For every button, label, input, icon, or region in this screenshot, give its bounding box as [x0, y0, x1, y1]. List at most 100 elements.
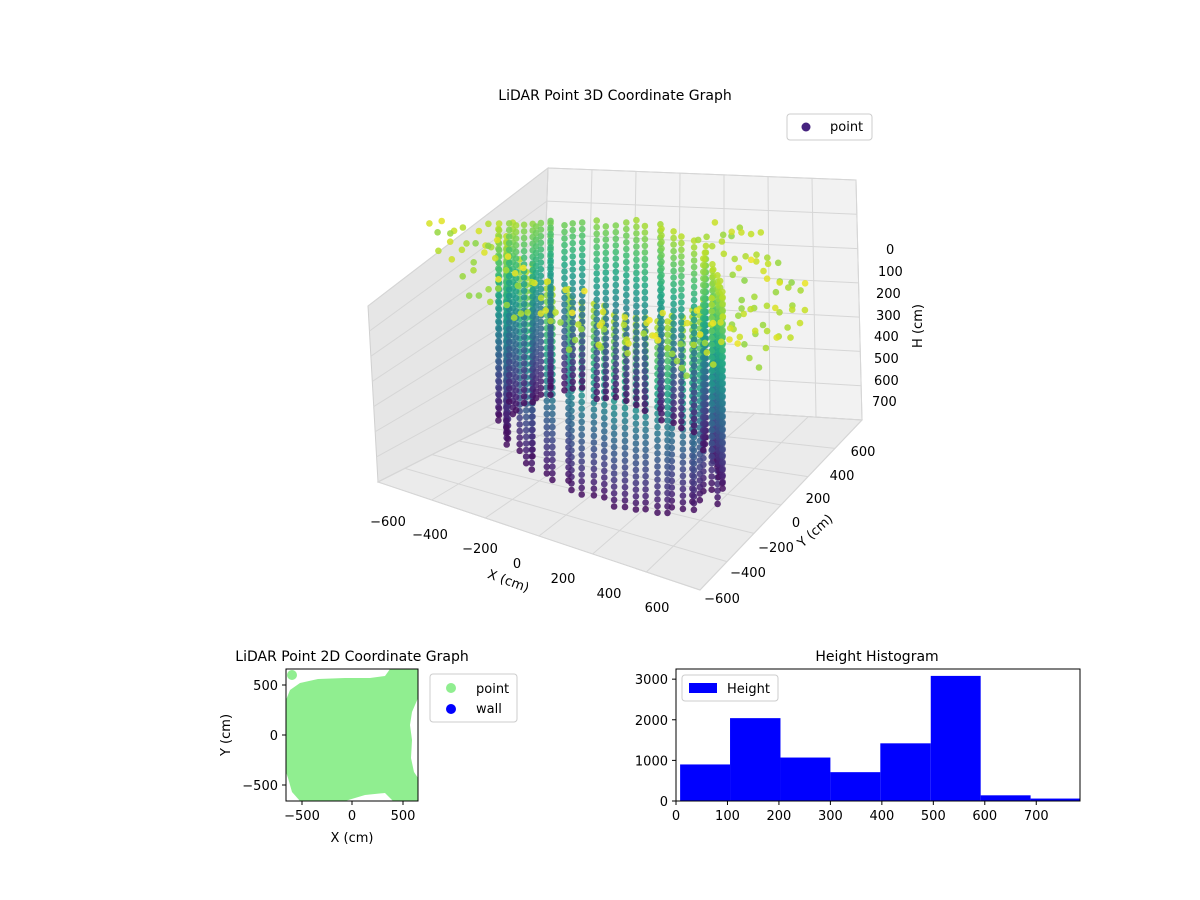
plot3d-point — [642, 420, 649, 427]
plot3d-point — [561, 354, 568, 361]
plot3d-point — [763, 275, 771, 283]
plot3d-point — [435, 247, 442, 255]
plot3d-point — [690, 395, 698, 403]
plot3d-point — [502, 266, 510, 274]
plot3d-point — [679, 492, 687, 500]
plot3d-point — [520, 353, 528, 361]
plot3d-point — [485, 286, 492, 293]
plot2d-y-ticks: 500 0 −500 — [242, 679, 286, 794]
plot3d-point — [708, 367, 715, 375]
plot3d-point — [495, 325, 503, 333]
plot3d-point — [678, 398, 685, 405]
plot3d-point — [621, 490, 629, 498]
plot3d-point — [623, 232, 630, 239]
plot3d-point — [664, 384, 671, 391]
plot3d-point — [578, 431, 585, 439]
plot3d-point — [529, 406, 536, 414]
plot3d-point — [654, 509, 661, 516]
plot3d-point — [641, 249, 649, 256]
plot3d-point — [601, 480, 608, 488]
plot3d-point — [578, 392, 585, 399]
plot3d-point — [696, 470, 704, 478]
plot3d-point — [658, 291, 665, 299]
plot3d-point — [690, 270, 698, 278]
plot3d-point — [621, 477, 629, 484]
plot3d-point — [569, 233, 576, 240]
plot3d-point — [654, 463, 661, 470]
plot3d-point — [700, 387, 707, 394]
plot3d-point — [601, 408, 608, 415]
plot3d-point — [528, 459, 536, 467]
plot3d-point — [578, 438, 585, 446]
plot3d-point — [612, 242, 620, 249]
plot3d-point — [679, 485, 687, 493]
plot3d-point — [448, 255, 456, 263]
plot3d-point — [623, 397, 630, 405]
plot3d-point — [690, 323, 698, 330]
plot3d-point — [561, 373, 568, 381]
plot3d-point — [641, 348, 649, 355]
plot3d-point — [641, 222, 649, 230]
plot3d-point — [719, 366, 726, 374]
plot3d-point — [547, 310, 554, 317]
plot3d-point — [654, 450, 661, 457]
plot3d-z-tick: 500 — [874, 352, 899, 367]
plot3d-point — [578, 331, 586, 339]
plot3d-point — [494, 236, 501, 244]
plot3d-point — [690, 473, 698, 481]
plot3d-point — [512, 274, 520, 282]
plot3d-point — [720, 250, 728, 258]
plot3d-point — [593, 382, 600, 389]
plot3d-point — [788, 306, 796, 314]
plot3d-point — [623, 285, 630, 292]
plot3d-point — [532, 295, 540, 303]
plot3d-x-ticks: −600 −400 −200 0 200 400 600 — [370, 515, 669, 616]
plot3d-point — [561, 360, 568, 368]
plot3d-point — [593, 388, 600, 396]
plot3d-point — [547, 290, 554, 297]
plot3d-point — [578, 484, 585, 492]
plot3d-point — [578, 451, 585, 459]
plot3d-point — [642, 433, 649, 440]
plot3d-point — [742, 252, 749, 260]
plot3d-point — [463, 240, 470, 247]
plot3d-point — [696, 463, 704, 471]
plot3d-point — [495, 292, 503, 300]
plot3d-point — [568, 486, 575, 494]
plot3d-point — [690, 422, 698, 429]
plot3d-point — [569, 385, 576, 392]
plot3d-point — [670, 327, 677, 334]
plot3d-point — [495, 306, 503, 313]
plot3d-point — [664, 476, 671, 484]
plot3d-point — [505, 259, 513, 267]
plot3d-point — [532, 289, 540, 296]
plot3d-point — [633, 263, 640, 270]
histogram-x-tick: 500 — [921, 809, 946, 824]
histogram-bars — [680, 675, 1080, 801]
plot3d-point — [569, 226, 576, 234]
plot3d-point — [547, 303, 554, 311]
plot3d-point — [658, 370, 665, 378]
plot3d-point — [481, 249, 488, 256]
plot3d-point — [621, 503, 629, 511]
plot3d-point — [569, 378, 576, 386]
plot3d-point — [658, 298, 665, 305]
plot3d-point — [459, 224, 467, 231]
plot3d-point — [700, 393, 707, 401]
plot3d-point — [593, 263, 600, 271]
plot3d-point — [537, 219, 545, 227]
plot3d-z-tick: 300 — [876, 309, 901, 324]
plot3d-point — [632, 466, 640, 474]
plot3d-point — [623, 377, 630, 385]
plot3d-point — [633, 315, 640, 323]
plot3d-point — [679, 433, 687, 440]
plot3d-point — [578, 245, 586, 253]
plot3d-point — [633, 256, 640, 264]
plot3d-point — [708, 413, 715, 421]
plot3d-point — [747, 305, 754, 313]
plot3d-point — [520, 327, 528, 334]
plot3d-point — [512, 222, 520, 229]
plot3d-gridline — [767, 176, 771, 415]
plot3d-point — [658, 344, 665, 351]
plot3d-point — [670, 247, 677, 255]
